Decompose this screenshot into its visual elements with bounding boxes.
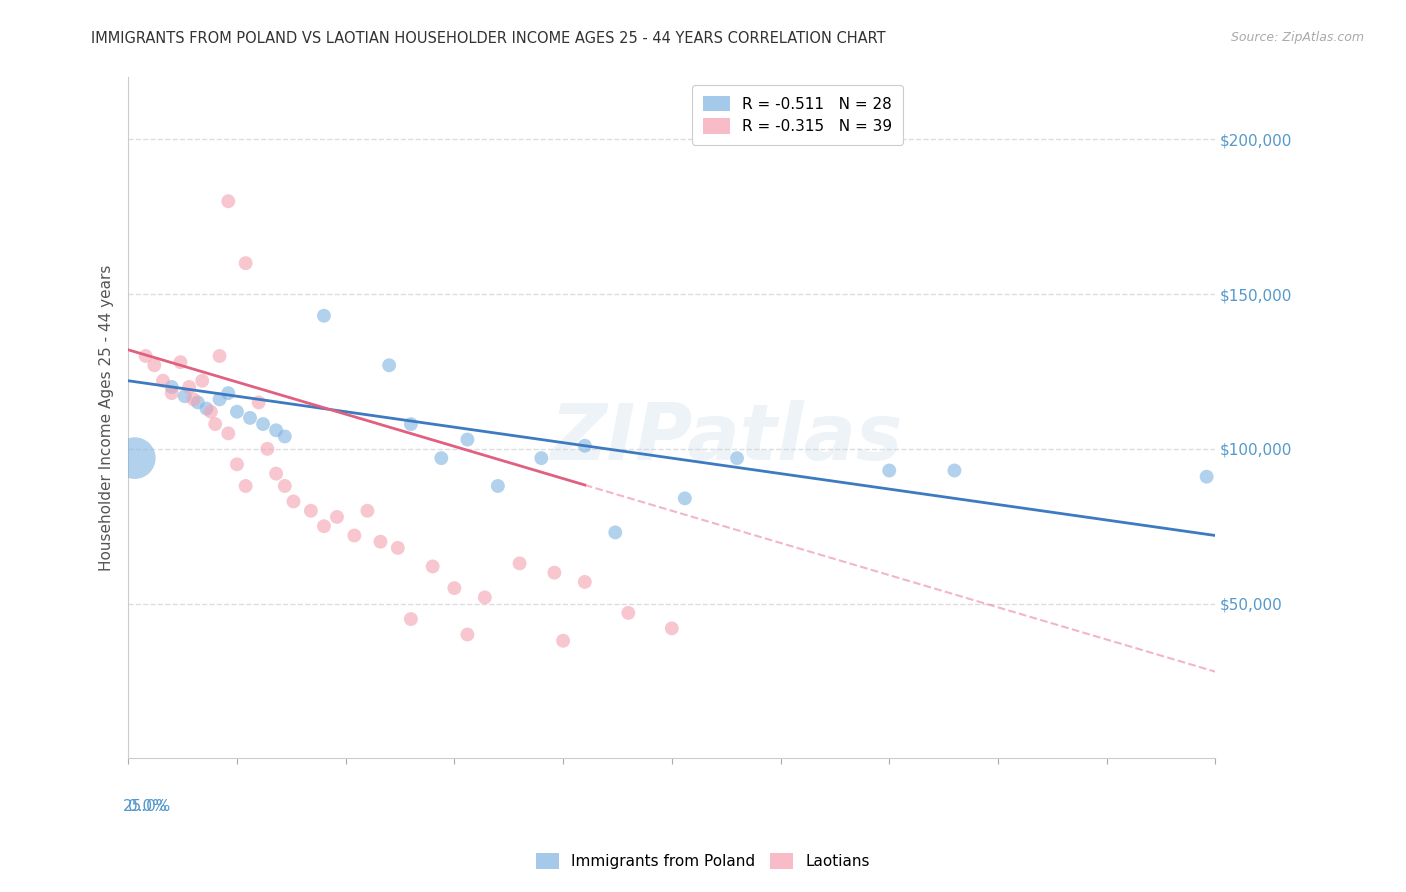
Point <box>299 504 322 518</box>
Point <box>326 510 349 524</box>
Point <box>226 405 249 419</box>
Point <box>217 426 239 441</box>
Text: IMMIGRANTS FROM POLAND VS LAOTIAN HOUSEHOLDER INCOME AGES 25 - 44 YEARS CORRELAT: IMMIGRANTS FROM POLAND VS LAOTIAN HOUSEH… <box>91 31 886 46</box>
Point <box>312 309 335 323</box>
Point <box>160 386 183 401</box>
Point <box>1195 469 1218 483</box>
Point <box>574 574 596 589</box>
Point <box>617 606 640 620</box>
Point <box>443 581 465 595</box>
Point <box>179 380 201 394</box>
Point <box>530 451 553 466</box>
Point <box>943 463 966 477</box>
Point <box>274 429 297 443</box>
Point <box>430 451 453 466</box>
Point <box>605 525 627 540</box>
Point <box>187 395 209 409</box>
Point <box>152 374 174 388</box>
Point <box>217 194 239 209</box>
Legend: R = -0.511   N = 28, R = -0.315   N = 39: R = -0.511 N = 28, R = -0.315 N = 39 <box>692 85 903 145</box>
Point <box>143 359 166 373</box>
Point <box>200 405 222 419</box>
Point <box>183 392 205 407</box>
Point <box>370 534 392 549</box>
Point <box>343 528 366 542</box>
Point <box>422 559 444 574</box>
Point <box>274 479 297 493</box>
Point <box>124 451 146 466</box>
Point <box>264 423 287 437</box>
Point <box>673 491 696 506</box>
Point <box>208 349 231 363</box>
Point <box>387 541 409 555</box>
Point <box>283 494 305 508</box>
Text: 25.0%: 25.0% <box>124 799 172 814</box>
Y-axis label: Householder Income Ages 25 - 44 years: Householder Income Ages 25 - 44 years <box>100 265 114 571</box>
Point <box>235 256 257 270</box>
Point <box>486 479 509 493</box>
Point <box>247 395 270 409</box>
Legend: Immigrants from Poland, Laotians: Immigrants from Poland, Laotians <box>530 847 876 875</box>
Point <box>456 433 478 447</box>
Point <box>551 633 574 648</box>
Point <box>204 417 226 431</box>
Point <box>264 467 287 481</box>
Point <box>725 451 748 466</box>
Point <box>256 442 278 456</box>
Point <box>312 519 335 533</box>
Point <box>208 392 231 407</box>
Point <box>356 504 378 518</box>
Point <box>877 463 900 477</box>
Point <box>191 374 214 388</box>
Point <box>135 349 157 363</box>
Point <box>195 401 218 416</box>
Text: 0.0%: 0.0% <box>128 799 167 814</box>
Point <box>474 591 496 605</box>
Text: Source: ZipAtlas.com: Source: ZipAtlas.com <box>1230 31 1364 45</box>
Text: ZIPatlas: ZIPatlas <box>550 401 903 476</box>
Point <box>235 479 257 493</box>
Point <box>378 359 401 373</box>
Point <box>543 566 565 580</box>
Point <box>160 380 183 394</box>
Point <box>509 557 531 571</box>
Point <box>399 612 422 626</box>
Point <box>239 410 262 425</box>
Point <box>217 386 239 401</box>
Point <box>252 417 274 431</box>
Point <box>173 389 195 403</box>
Point <box>399 417 422 431</box>
Point <box>574 439 596 453</box>
Point <box>169 355 191 369</box>
Point <box>226 458 249 472</box>
Point <box>661 621 683 635</box>
Point <box>456 627 478 641</box>
